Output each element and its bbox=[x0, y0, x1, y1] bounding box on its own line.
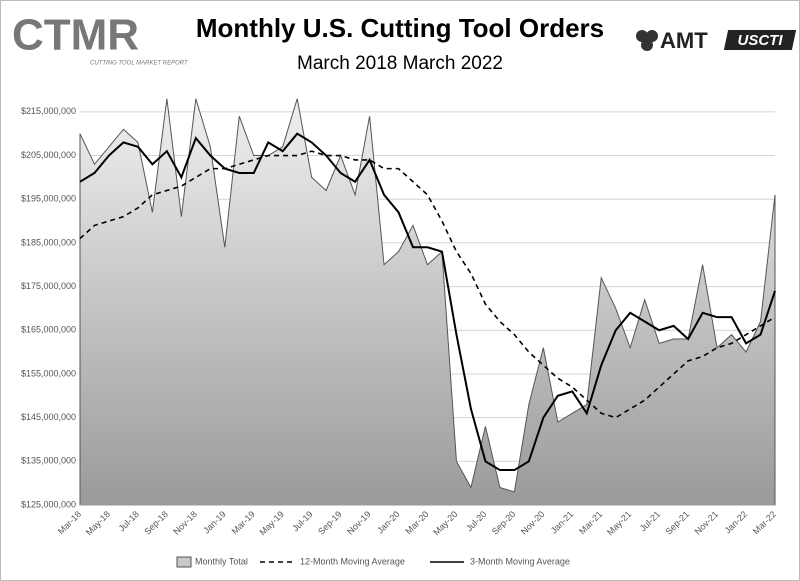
ctmr-logo: CTMR bbox=[12, 11, 139, 60]
legend-swatch bbox=[176, 556, 192, 568]
amt-icon bbox=[636, 30, 658, 51]
uscti-box bbox=[723, 30, 797, 50]
y-tick-label: $155,000,000 bbox=[21, 368, 76, 378]
y-tick-label: $205,000,000 bbox=[21, 150, 76, 160]
y-tick-label: $175,000,000 bbox=[21, 281, 76, 291]
line bbox=[79, 132, 776, 472]
y-tick-label: $135,000,000 bbox=[21, 456, 76, 466]
y-tick-label: $165,000,000 bbox=[21, 325, 76, 335]
chart-subtitle: March 2018 March 2022 bbox=[297, 53, 503, 74]
legend-label: 3-Month Moving Average bbox=[470, 556, 570, 566]
chart-title: Monthly U.S. Cutting Tool Orders bbox=[196, 13, 604, 43]
legend-label: Monthly Total bbox=[195, 556, 248, 566]
y-tick-label: $185,000,000 bbox=[21, 237, 76, 247]
y-tick-label: $195,000,000 bbox=[21, 194, 76, 204]
ctmr-tagline: CUTTING TOOL MARKET REPORT bbox=[90, 61, 189, 67]
y-tick-label: $125,000,000 bbox=[21, 499, 76, 509]
amt-logo: AMT bbox=[660, 28, 708, 53]
uscti-logo: USCTI bbox=[738, 32, 784, 49]
y-tick-label: $215,000,000 bbox=[21, 106, 76, 116]
y-tick-label: $145,000,000 bbox=[21, 412, 76, 422]
legend-label: 12-Month Moving Average bbox=[300, 556, 405, 566]
